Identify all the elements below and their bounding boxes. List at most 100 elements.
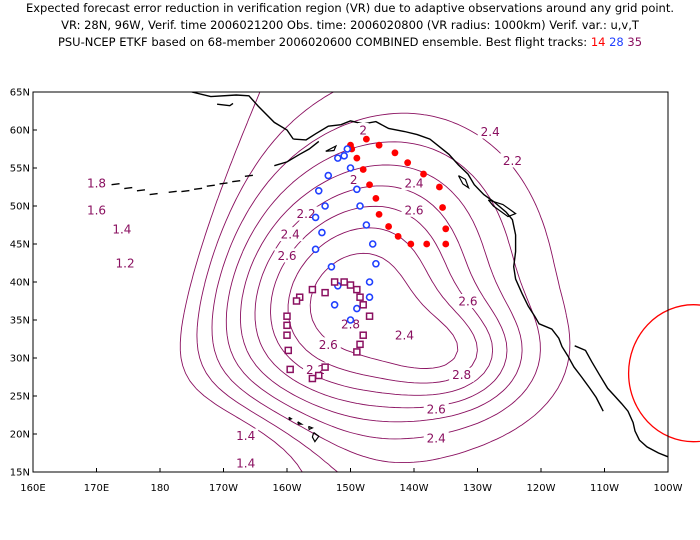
track-14-point — [391, 149, 399, 157]
lon-tick-label: 130W — [463, 483, 492, 494]
contour-label-bg — [274, 248, 300, 263]
track-28-point — [353, 185, 361, 194]
aleutian-island — [111, 183, 120, 186]
track-35-point — [340, 278, 348, 286]
track-14-point — [394, 233, 402, 240]
contour-label: 2.6 — [319, 338, 338, 352]
track-28-point — [333, 154, 342, 162]
contour-label-bg — [455, 294, 481, 308]
lat-tick-label: 35N — [10, 316, 30, 327]
island-4 — [308, 425, 314, 431]
contour-label: 1.6 — [87, 203, 106, 217]
island-0 — [325, 144, 338, 152]
lon-tick-label: 110W — [590, 483, 619, 494]
track-35-point — [283, 312, 291, 320]
track-28-point — [314, 187, 323, 195]
track-35-point — [359, 331, 367, 339]
contour-label-bg — [112, 256, 138, 270]
track-35-point — [321, 363, 329, 371]
coastline-2 — [191, 92, 294, 140]
island-1 — [457, 175, 470, 190]
aleutian-island — [149, 192, 158, 196]
lon-tick-label: 180 — [150, 483, 169, 494]
track-28-point — [324, 171, 333, 180]
axis-ticks: 160E 170E 180 170W 160W 150W 140W 130W 120W 110W 1… — [10, 88, 683, 495]
lat-tick-label: 30N — [10, 354, 30, 365]
track-28-point — [356, 202, 364, 210]
contour-label: 2.4 — [281, 228, 300, 242]
contour-label: 2.8 — [341, 317, 360, 331]
legend-track-28: 28 — [609, 35, 624, 49]
contour-label-bg — [84, 202, 109, 217]
contour-label-bg — [499, 153, 525, 168]
contour-1.6 — [211, 112, 571, 464]
aleutian-island — [136, 189, 146, 192]
aleutian-island — [244, 174, 253, 178]
track-14-point — [353, 154, 361, 162]
lon-tick-label: 170E — [84, 483, 109, 494]
track-28-point — [365, 278, 374, 286]
lat-tick-label: 25N — [10, 392, 30, 403]
track-14-point — [362, 135, 370, 143]
track-14-point — [366, 181, 373, 189]
contour-label: 2.6 — [427, 402, 446, 416]
contour-label: 2.2 — [297, 207, 316, 221]
track-35-point — [353, 285, 361, 294]
track-35-point — [283, 321, 291, 330]
track-28-point — [346, 316, 355, 324]
aleutian-island — [168, 190, 177, 194]
contour-label: 1.4 — [236, 456, 255, 470]
contour-label: 2.4 — [481, 125, 500, 139]
track-28-point — [318, 228, 326, 237]
contour-label-bg — [423, 430, 449, 445]
contour-lines — [179, 92, 571, 472]
flight-tracks — [283, 135, 450, 383]
track-14-point — [420, 170, 427, 178]
track-14-point — [423, 240, 431, 248]
track-28-point — [311, 245, 320, 254]
contour-label: 2.8 — [452, 368, 471, 382]
track-28-point — [321, 202, 329, 210]
contour-label-bg — [233, 455, 259, 470]
lon-tick-label: 170W — [209, 483, 238, 494]
lat-tick-label: 15N — [10, 468, 30, 479]
contour-label: 2.4 — [404, 177, 423, 191]
contour-label-bg — [401, 202, 427, 217]
track-14-point — [385, 223, 392, 230]
contour-1.2 — [179, 92, 303, 472]
legend-track-14: 14 — [590, 35, 606, 49]
contour-label-bg — [277, 227, 303, 242]
contour-label: 2.6 — [458, 295, 477, 309]
lon-tick-label: 100W — [654, 483, 683, 494]
track-35-point — [330, 278, 339, 286]
title-line-3-prefix: PSU-NCEP ETKF based on 68-member 2006020… — [57, 35, 588, 49]
track-35-point — [292, 297, 301, 305]
track-28-point — [327, 262, 336, 271]
contour-label-bg — [449, 367, 475, 382]
island-6 — [288, 416, 293, 421]
track-28-point — [311, 213, 320, 222]
island-2 — [487, 199, 517, 218]
contour-2.0 — [239, 164, 523, 423]
track-35-point — [308, 374, 317, 383]
contour-label: 2 — [350, 173, 358, 187]
track-14-point — [404, 159, 412, 167]
track-35-point — [283, 331, 291, 339]
track-35-point — [353, 348, 361, 356]
aleutian-island — [124, 186, 133, 190]
contour-label-bg — [348, 172, 360, 187]
contour-label-bg — [391, 328, 417, 343]
verification-circle — [627, 304, 700, 443]
title-line-3: PSU-NCEP ETKF based on 68-member 2006020… — [0, 35, 700, 49]
island-5 — [297, 421, 304, 425]
contour-label-bg — [84, 176, 109, 191]
verification-region-circle — [627, 304, 700, 443]
track-28-point — [372, 259, 380, 268]
lon-tick-label: 120W — [527, 483, 556, 494]
lon-tick-label: 140W — [400, 483, 429, 494]
contour-label: 1.2 — [116, 257, 135, 271]
track-35-point — [308, 285, 317, 294]
track-14-point — [436, 183, 443, 191]
contour-1.4 — [196, 92, 338, 472]
